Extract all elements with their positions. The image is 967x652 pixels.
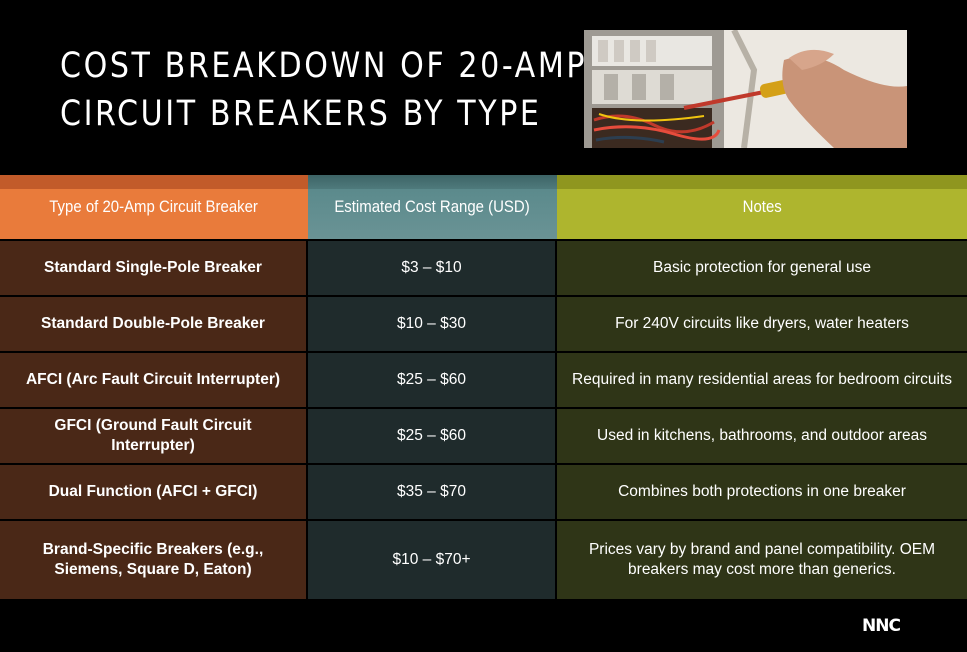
row-6-cost: $10 – $70+: [308, 519, 557, 599]
row-1-cost: $3 – $10: [308, 239, 557, 295]
row-1-notes: Basic protection for general use: [557, 239, 967, 295]
row-1-type: Standard Single-Pole Breaker: [0, 239, 308, 295]
title-line-2: CIRCUIT BREAKERS BY TYPE: [60, 94, 542, 134]
row-3-notes: Required in many residential areas for b…: [557, 351, 967, 407]
row-5-cost: $35 – $70: [308, 463, 557, 519]
header-notes: Notes: [557, 175, 967, 239]
row-5-notes: Combines both protections in one breaker: [557, 463, 967, 519]
row-2-cost: $10 – $30: [308, 295, 557, 351]
row-4-cost: $25 – $60: [308, 407, 557, 463]
row-4-type: GFCI (Ground Fault Circuit Interrupter): [0, 407, 308, 463]
row-6-notes: Prices vary by brand and panel compatibi…: [557, 519, 967, 599]
row-3-type: AFCI (Arc Fault Circuit Interrupter): [0, 351, 308, 407]
row-2-notes: For 240V circuits like dryers, water hea…: [557, 295, 967, 351]
cost-table: Type of 20-Amp Circuit Breaker Estimated…: [0, 175, 967, 599]
row-6-type: Brand-Specific Breakers (e.g., Siemens, …: [0, 519, 308, 599]
row-4-notes: Used in kitchens, bathrooms, and outdoor…: [557, 407, 967, 463]
electrician-panel-photo: [584, 30, 907, 148]
page-title: COST BREAKDOWN OF 20-AMP CIRCUIT BREAKER…: [60, 42, 588, 138]
title-line-1: COST BREAKDOWN OF 20-AMP: [60, 46, 588, 86]
brand-logo: NNC: [862, 616, 901, 636]
header-type: Type of 20-Amp Circuit Breaker: [0, 175, 308, 239]
row-2-type: Standard Double-Pole Breaker: [0, 295, 308, 351]
row-3-cost: $25 – $60: [308, 351, 557, 407]
header-cost: Estimated Cost Range (USD): [308, 175, 557, 239]
row-5-type: Dual Function (AFCI + GFCI): [0, 463, 308, 519]
